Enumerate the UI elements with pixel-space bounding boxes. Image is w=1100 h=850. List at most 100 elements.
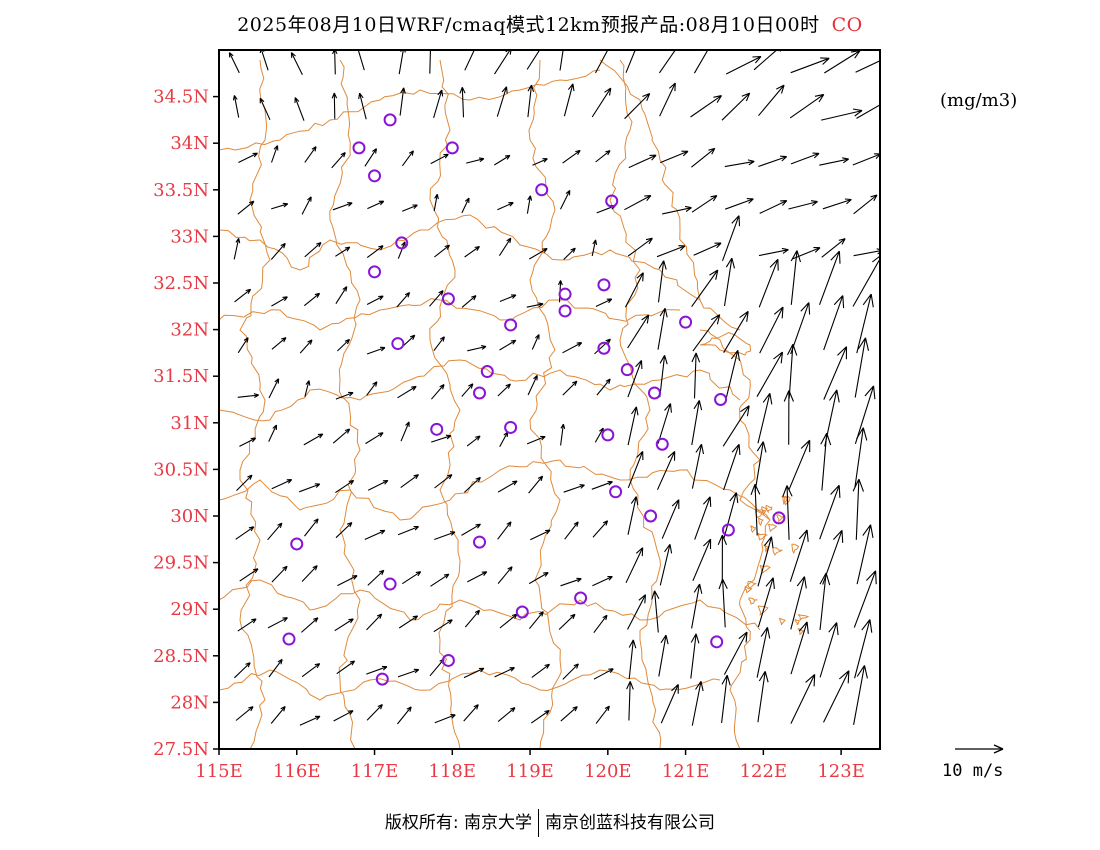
- units-label: (mg/m3): [940, 90, 1018, 111]
- wind-arrow: [237, 337, 249, 354]
- wind-arrow: [595, 298, 613, 307]
- wind-arrow: [691, 443, 705, 489]
- station-marker: [375, 672, 389, 686]
- wind-arrow: [304, 241, 322, 258]
- wind-arrow: [430, 153, 449, 165]
- station-marker: [473, 535, 487, 549]
- wind-arrow: [366, 613, 383, 631]
- wind-arrow: [562, 380, 578, 396]
- y-tick-label: 27.5N: [153, 739, 209, 760]
- station-marker: [597, 278, 611, 292]
- y-tick-label: 30N: [170, 506, 209, 527]
- wind-arrow: [401, 150, 414, 167]
- wind-arrow: [820, 432, 832, 491]
- wind-arrow: [267, 522, 283, 541]
- station-marker: [383, 577, 397, 591]
- wind-arrow: [497, 202, 514, 211]
- wind-arrow: [789, 529, 809, 582]
- wind-arrow: [591, 87, 612, 118]
- station-marker: [383, 113, 397, 127]
- wind-arrow: [494, 50, 512, 75]
- coastal-island: [791, 543, 800, 555]
- wind-arrow: [628, 154, 657, 169]
- wind-arrow: [401, 571, 422, 585]
- reference-vector-label: 10 m/s: [942, 761, 1003, 781]
- wind-arrow: [270, 242, 286, 260]
- wind-arrow: [463, 667, 485, 679]
- wind-arrow: [233, 237, 241, 260]
- wind-arrow: [625, 50, 636, 73]
- wind-arrow: [782, 485, 793, 540]
- wind-arrow: [335, 246, 351, 257]
- coastal-island: [772, 547, 783, 556]
- wind-arrow: [271, 565, 288, 583]
- wind-arrow: [563, 83, 575, 117]
- wind-arrow: [367, 569, 385, 586]
- x-tick-label: 122E: [740, 761, 788, 782]
- wind-arrow: [856, 524, 874, 585]
- y-tick-label: 29N: [170, 599, 209, 620]
- station-marker: [647, 386, 661, 400]
- x-tick-label: 121E: [662, 761, 710, 782]
- wind-arrow: [397, 385, 417, 399]
- wind-arrow: [494, 154, 511, 166]
- wind-arrow: [628, 639, 637, 680]
- station-marker: [655, 437, 669, 451]
- wind-arrow: [434, 531, 456, 541]
- wind-arrow: [657, 403, 672, 444]
- wind-arrow: [366, 381, 378, 396]
- wind-arrow: [691, 583, 703, 629]
- wind-arrow: [497, 521, 512, 540]
- wind-arrow: [819, 157, 850, 166]
- wind-arrow: [595, 50, 612, 74]
- pollutant-label: CO: [831, 14, 863, 36]
- wind-arrow: [271, 296, 288, 307]
- station-marker: [574, 591, 588, 605]
- wind-arrow: [268, 378, 280, 399]
- wind-arrow: [661, 499, 680, 539]
- wind-arrow: [595, 705, 610, 724]
- wind-arrow: [691, 147, 716, 168]
- wind-arrow: [624, 92, 651, 120]
- station-marker: [772, 511, 786, 525]
- wind-arrow: [301, 663, 321, 678]
- wind-arrow: [299, 339, 313, 354]
- station-marker: [515, 605, 529, 619]
- wind-arrow: [334, 618, 354, 632]
- wind-arrow: [531, 334, 540, 350]
- wind-arrow: [592, 520, 609, 538]
- boundary-line: [219, 669, 721, 701]
- wind-arrow: [433, 336, 445, 352]
- wind-arrow: [723, 631, 748, 675]
- wind-arrow: [494, 667, 515, 678]
- wind-arrow: [497, 566, 513, 584]
- wind-arrow: [657, 260, 667, 303]
- wind-arrow: [723, 310, 749, 353]
- wind-arrow: [304, 518, 319, 537]
- wind-arrow: [756, 351, 784, 397]
- boundary-line: [219, 579, 761, 631]
- station-marker: [644, 509, 658, 523]
- wind-arrow: [499, 294, 517, 303]
- wind-arrow: [430, 573, 450, 587]
- wind-arrow: [335, 286, 348, 304]
- wind-arrow: [335, 391, 354, 400]
- wind-arrow: [624, 194, 652, 211]
- station-marker: [391, 337, 405, 351]
- station-marker: [430, 422, 444, 436]
- boundary-line: [219, 298, 681, 331]
- wind-arrow: [467, 571, 488, 583]
- wind-arrow: [823, 346, 848, 400]
- station-marker: [558, 287, 572, 301]
- wind-arrow: [564, 521, 579, 540]
- station-marker: [710, 635, 724, 649]
- station-marker: [714, 393, 728, 406]
- wind-arrow: [819, 622, 839, 678]
- wind-arrow: [236, 474, 253, 491]
- coastal-island: [797, 614, 810, 621]
- wind-arrow: [271, 337, 287, 350]
- wind-arrow: [591, 480, 613, 490]
- wind-arrow: [724, 159, 755, 168]
- wind-arrow: [819, 484, 841, 540]
- wind-arrow: [627, 496, 639, 535]
